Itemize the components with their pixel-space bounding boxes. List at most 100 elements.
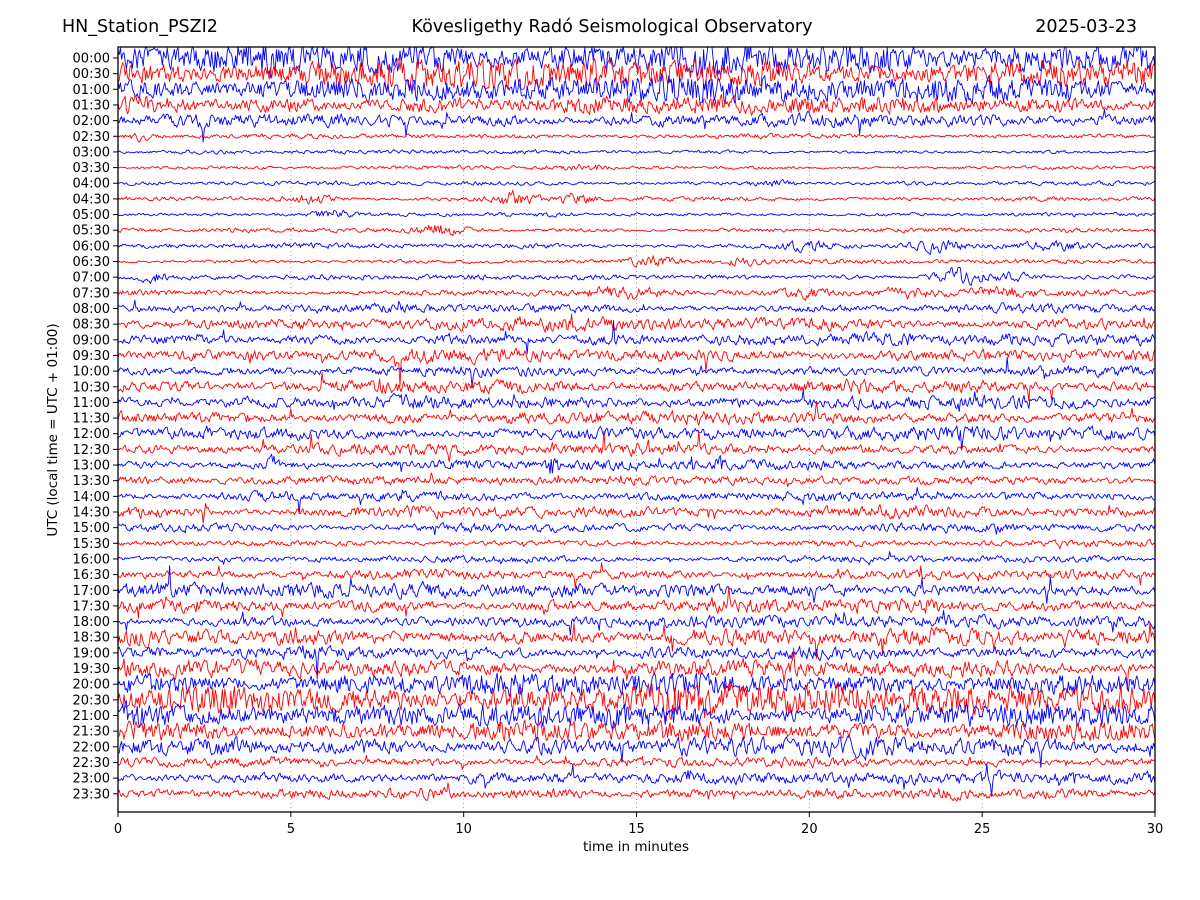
trace-10:30 — [118, 372, 1155, 402]
y-tick-label-07:30: 07:30 — [73, 286, 110, 301]
station-title: HN_Station_PSZI2 — [62, 17, 218, 37]
trace-09:30 — [118, 347, 1155, 387]
trace-18:30 — [118, 622, 1155, 659]
trace-13:30 — [118, 472, 1155, 488]
y-tick-label-21:00: 21:00 — [73, 709, 110, 724]
trace-07:30 — [118, 285, 1155, 301]
trace-23:30 — [118, 782, 1155, 802]
y-tick-label-17:00: 17:00 — [73, 584, 110, 599]
trace-17:00 — [118, 565, 1155, 604]
y-tick-label-08:30: 08:30 — [73, 318, 110, 333]
trace-14:00 — [118, 486, 1155, 514]
y-tick-label-10:00: 10:00 — [73, 365, 110, 380]
y-tick-label-06:00: 06:00 — [73, 239, 110, 254]
y-tick-label-13:30: 13:30 — [73, 474, 110, 489]
y-axis-label: UTC (local time = UTC + 01:00) — [45, 323, 61, 536]
trace-07:00 — [118, 266, 1155, 286]
y-tick-label-02:00: 02:00 — [73, 114, 110, 129]
axis-ticks: 00:0000:3001:0001:3002:0002:3003:0003:30… — [73, 52, 1164, 838]
y-tick-label-15:00: 15:00 — [73, 521, 110, 536]
date-title: 2025-03-23 — [1035, 17, 1137, 37]
trace-12:00 — [118, 425, 1155, 450]
trace-02:30 — [118, 132, 1155, 143]
y-tick-label-12:30: 12:30 — [73, 443, 110, 458]
x-tick-label-15: 15 — [628, 822, 645, 837]
y-tick-label-18:00: 18:00 — [73, 615, 110, 630]
x-axis-label: time in minutes — [583, 839, 689, 855]
trace-20:30 — [118, 682, 1155, 721]
y-tick-label-00:00: 00:00 — [73, 52, 110, 67]
y-tick-label-16:30: 16:30 — [73, 568, 110, 583]
trace-19:00 — [118, 644, 1155, 680]
trace-05:30 — [118, 224, 1155, 237]
trace-13:00 — [118, 453, 1155, 474]
y-tick-label-14:30: 14:30 — [73, 505, 110, 520]
trace-03:00 — [118, 149, 1155, 155]
trace-22:30 — [118, 754, 1155, 770]
trace-04:00 — [118, 178, 1155, 187]
y-tick-label-09:30: 09:30 — [73, 349, 110, 364]
x-tick-label-0: 0 — [114, 822, 122, 837]
y-tick-label-01:00: 01:00 — [73, 83, 110, 98]
trace-01:00 — [118, 73, 1155, 105]
y-tick-label-05:30: 05:30 — [73, 224, 110, 239]
y-tick-label-04:30: 04:30 — [73, 192, 110, 207]
y-tick-label-01:30: 01:30 — [73, 98, 110, 113]
y-tick-label-21:30: 21:30 — [73, 725, 110, 740]
y-tick-label-22:00: 22:00 — [73, 740, 110, 755]
trace-10:00 — [118, 356, 1155, 388]
trace-11:00 — [118, 389, 1155, 413]
y-tick-label-09:00: 09:00 — [73, 333, 110, 348]
trace-17:30 — [118, 586, 1155, 619]
y-tick-label-20:00: 20:00 — [73, 678, 110, 693]
trace-09:00 — [118, 320, 1155, 355]
y-tick-label-23:30: 23:30 — [73, 787, 110, 802]
trace-02:00 — [118, 109, 1155, 143]
traces — [118, 47, 1155, 802]
trace-19:30 — [118, 647, 1155, 690]
trace-04:30 — [118, 189, 1155, 205]
y-tick-label-15:30: 15:30 — [73, 537, 110, 552]
y-tick-label-16:00: 16:00 — [73, 552, 110, 567]
x-tick-label-30: 30 — [1147, 822, 1164, 837]
y-tick-label-14:00: 14:00 — [73, 490, 110, 505]
y-tick-label-10:30: 10:30 — [73, 380, 110, 395]
y-tick-label-20:30: 20:30 — [73, 693, 110, 708]
trace-23:00 — [118, 763, 1155, 797]
x-tick-label-25: 25 — [974, 822, 991, 837]
y-tick-label-00:30: 00:30 — [73, 67, 110, 82]
y-tick-label-11:30: 11:30 — [73, 412, 110, 427]
y-tick-label-23:00: 23:00 — [73, 772, 110, 787]
x-tick-label-10: 10 — [455, 822, 472, 837]
y-tick-label-03:30: 03:30 — [73, 161, 110, 176]
y-tick-label-22:30: 22:30 — [73, 756, 110, 771]
y-tick-label-08:00: 08:00 — [73, 302, 110, 317]
trace-16:00 — [118, 551, 1155, 566]
y-tick-label-13:00: 13:00 — [73, 459, 110, 474]
x-tick-label-5: 5 — [287, 822, 295, 837]
trace-18:00 — [118, 610, 1155, 636]
y-tick-label-04:00: 04:00 — [73, 177, 110, 192]
y-tick-label-05:00: 05:00 — [73, 208, 110, 223]
y-tick-label-02:30: 02:30 — [73, 130, 110, 145]
y-tick-label-03:00: 03:00 — [73, 145, 110, 160]
trace-15:00 — [118, 522, 1155, 536]
y-tick-label-18:30: 18:30 — [73, 631, 110, 646]
trace-21:00 — [118, 700, 1155, 730]
trace-00:30 — [118, 57, 1155, 91]
trace-16:30 — [118, 562, 1155, 589]
trace-08:00 — [118, 299, 1155, 314]
y-tick-label-19:00: 19:00 — [73, 646, 110, 661]
y-tick-label-17:30: 17:30 — [73, 599, 110, 614]
trace-20:00 — [118, 672, 1155, 697]
trace-06:00 — [118, 239, 1155, 255]
y-tick-label-12:00: 12:00 — [73, 427, 110, 442]
trace-03:30 — [118, 163, 1155, 171]
x-tick-label-20: 20 — [801, 822, 818, 837]
observatory-title: Kövesligethy Radó Seismological Observat… — [411, 17, 813, 37]
trace-12:30 — [118, 430, 1155, 463]
trace-14:30 — [118, 503, 1155, 524]
trace-08:30 — [118, 313, 1155, 333]
y-tick-label-19:30: 19:30 — [73, 662, 110, 677]
y-tick-label-07:00: 07:00 — [73, 271, 110, 286]
